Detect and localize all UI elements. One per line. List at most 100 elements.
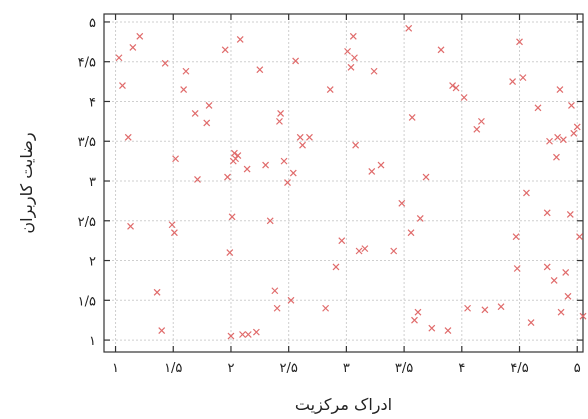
data-point — [136, 32, 144, 40]
data-point — [127, 222, 134, 230]
data-point — [244, 331, 252, 338]
data-point — [172, 155, 179, 163]
data-point — [262, 161, 270, 169]
data-point — [273, 304, 281, 312]
data-point — [437, 46, 445, 54]
x-tick-label: ۳ — [343, 361, 350, 376]
data-point — [129, 43, 137, 51]
data-point — [277, 109, 285, 117]
data-point — [444, 327, 452, 334]
data-point — [516, 38, 523, 46]
data-point — [411, 316, 418, 324]
data-point — [252, 328, 260, 336]
data-point — [168, 221, 176, 229]
y-tick-label: ۱ — [89, 334, 96, 349]
data-point — [452, 84, 460, 92]
data-point — [527, 319, 535, 326]
data-point — [519, 74, 527, 82]
data-point — [231, 149, 238, 157]
data-point — [512, 233, 520, 241]
y-tick-label: ۴ — [89, 95, 96, 110]
data-point — [205, 102, 213, 109]
data-point — [405, 24, 413, 32]
data-point — [287, 296, 295, 304]
data-point — [280, 157, 288, 165]
data-point — [351, 54, 358, 62]
data-point — [543, 263, 551, 271]
data-point — [224, 173, 231, 181]
x-tick-label: ۱/۵ — [164, 361, 182, 376]
data-point — [296, 133, 304, 141]
data-point — [556, 86, 564, 93]
x-tick-labels: ۱ ۱/۵ ۲ ۲/۵ ۳ ۳/۵ ۴ ۴/۵ ۵ — [112, 361, 581, 376]
data-point — [554, 133, 562, 141]
data-point — [566, 210, 574, 218]
data-point — [579, 312, 587, 320]
x-tick-label: ۱ — [112, 361, 119, 376]
data-point — [361, 245, 369, 253]
data-point — [158, 327, 166, 334]
y-tick-labels: ۱ ۱/۵ ۲ ۲/۵ ۳ ۳/۵ ۴ ۴/۵ ۵ — [78, 16, 96, 349]
data-point — [543, 209, 551, 217]
data-point — [464, 304, 472, 312]
data-point — [473, 125, 481, 133]
data-point — [243, 165, 251, 173]
data-point — [355, 247, 363, 255]
data-point — [180, 86, 188, 93]
data-point — [550, 276, 558, 284]
y-tick-label: ۵ — [89, 16, 96, 31]
x-tick-label: ۳/۵ — [395, 361, 413, 376]
data-point — [256, 66, 264, 74]
data-point — [414, 308, 422, 316]
data-point — [182, 67, 190, 75]
data-point — [284, 179, 291, 187]
data-point — [226, 249, 234, 257]
data-point — [428, 324, 436, 332]
data-point — [271, 287, 279, 295]
x-tick-label: ۴/۵ — [510, 361, 528, 376]
x-tick-label: ۲/۵ — [279, 361, 297, 376]
data-point — [553, 153, 560, 161]
axis-ticks — [104, 14, 583, 352]
data-point — [460, 94, 468, 101]
data-point — [523, 189, 530, 197]
data-point — [119, 82, 126, 90]
data-point — [570, 129, 578, 137]
data-point — [266, 217, 274, 225]
data-point — [347, 63, 355, 71]
data-point — [227, 332, 235, 340]
data-point — [534, 104, 542, 112]
data-point — [478, 117, 485, 125]
data-point — [509, 78, 517, 86]
data-point — [306, 133, 313, 141]
data-point — [407, 229, 415, 237]
data-point — [562, 269, 570, 276]
data-point — [299, 141, 306, 149]
data-point — [368, 168, 376, 175]
data-point — [568, 102, 575, 109]
data-point — [236, 36, 244, 43]
data-point — [191, 109, 199, 117]
data-point — [326, 86, 334, 93]
data-point — [170, 229, 178, 237]
data-point — [234, 152, 242, 159]
data-point — [559, 136, 567, 144]
y-tick-label: ۳/۵ — [78, 135, 96, 150]
data-point — [289, 169, 297, 177]
y-tick-label: ۲ — [89, 255, 96, 270]
data-point — [349, 32, 357, 40]
data-point — [377, 161, 385, 169]
y-axis-title: رضایت کاربران — [17, 132, 37, 233]
data-point — [576, 233, 583, 241]
data-point — [390, 247, 398, 255]
data-points — [115, 24, 587, 340]
data-point — [203, 119, 211, 127]
data-point — [292, 57, 300, 65]
data-point — [564, 292, 572, 300]
x-axis-title: ادراک مرکزیت — [295, 395, 392, 415]
data-point — [513, 265, 521, 272]
data-point — [416, 214, 424, 222]
data-point — [232, 155, 240, 163]
x-tick-label: ۴ — [458, 361, 465, 376]
